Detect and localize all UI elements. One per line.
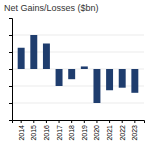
title: Net Gains/Losses ($bn)	[4, 3, 99, 13]
x-tick-label: 2022	[119, 125, 126, 141]
x-tick: 2014	[18, 120, 25, 141]
x-tick-label: 2019	[81, 125, 88, 141]
y-tick	[9, 35, 12, 36]
x-tick: 2016	[43, 120, 50, 141]
grid-line	[12, 103, 144, 104]
x-tick-mark	[96, 120, 97, 123]
x-tick: 2021	[106, 120, 113, 141]
bar	[68, 69, 75, 79]
x-tick-label: 2023	[131, 125, 138, 141]
x-tick: 2018	[68, 120, 75, 141]
y-tick	[9, 52, 12, 53]
y-axis	[9, 19, 13, 121]
y-tick-mark	[9, 69, 12, 70]
bar	[43, 44, 50, 70]
bar	[56, 69, 63, 86]
x-tick: 2020	[93, 120, 100, 141]
x-tick-mark	[71, 120, 72, 123]
x-tick-mark	[59, 120, 60, 123]
x-tick: 2022	[119, 120, 126, 141]
grid	[12, 35, 144, 103]
x-tick-label: 2020	[93, 125, 100, 141]
bar	[30, 35, 37, 69]
bar	[18, 48, 25, 69]
x-tick: 2023	[131, 120, 138, 141]
bar	[119, 69, 126, 88]
x-tick-label: 2014	[18, 125, 25, 141]
x-tick-label: 2015	[30, 125, 37, 141]
x-tick: 2017	[56, 120, 63, 141]
bar	[81, 66, 88, 69]
y-tick	[9, 103, 12, 104]
x-tick-label: 2021	[106, 125, 113, 141]
x-tick-mark	[109, 120, 110, 123]
x-tick: 2015	[30, 120, 37, 141]
y-tick-mark	[9, 35, 12, 36]
x-tick-mark	[122, 120, 123, 123]
y-axis-line	[9, 19, 13, 121]
x-tick-mark	[21, 120, 22, 123]
x-tick-mark	[33, 120, 34, 123]
x-tick-mark	[46, 120, 47, 123]
bar	[93, 69, 100, 103]
y-tick	[9, 69, 12, 70]
x-tick-mark	[134, 120, 135, 123]
x-tick: 2019	[81, 120, 88, 141]
y-tick	[9, 86, 12, 87]
bar	[106, 69, 113, 90]
x-axis: 2014 2015 2016 2017 2018 2019 2020 2021 2022 2023	[13, 120, 145, 141]
x-axis-line	[13, 121, 145, 124]
chart: 2014 2015 2016 2017 2018 2019 2020 2021 2022 2023…	[0, 0, 150, 150]
bar	[131, 69, 138, 93]
x-tick-label: 2016	[43, 125, 50, 141]
y-tick-mark	[9, 103, 12, 104]
x-tick-mark	[84, 120, 85, 123]
y-tick-mark	[9, 86, 12, 87]
x-tick-label: 2018	[68, 125, 75, 141]
x-tick-label: 2017	[56, 125, 63, 141]
bars	[18, 35, 139, 103]
y-tick-mark	[9, 52, 12, 53]
